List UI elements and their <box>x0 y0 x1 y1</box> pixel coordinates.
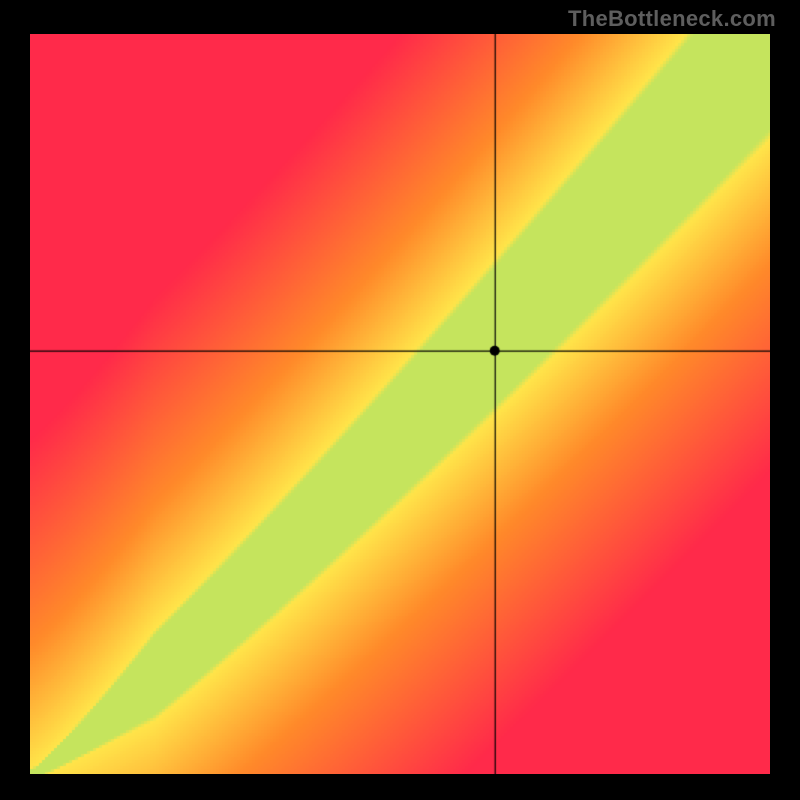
bottleneck-heatmap <box>30 34 770 774</box>
watermark-text: TheBottleneck.com <box>568 6 776 32</box>
plot-frame <box>30 34 770 774</box>
chart-container: TheBottleneck.com <box>0 0 800 800</box>
